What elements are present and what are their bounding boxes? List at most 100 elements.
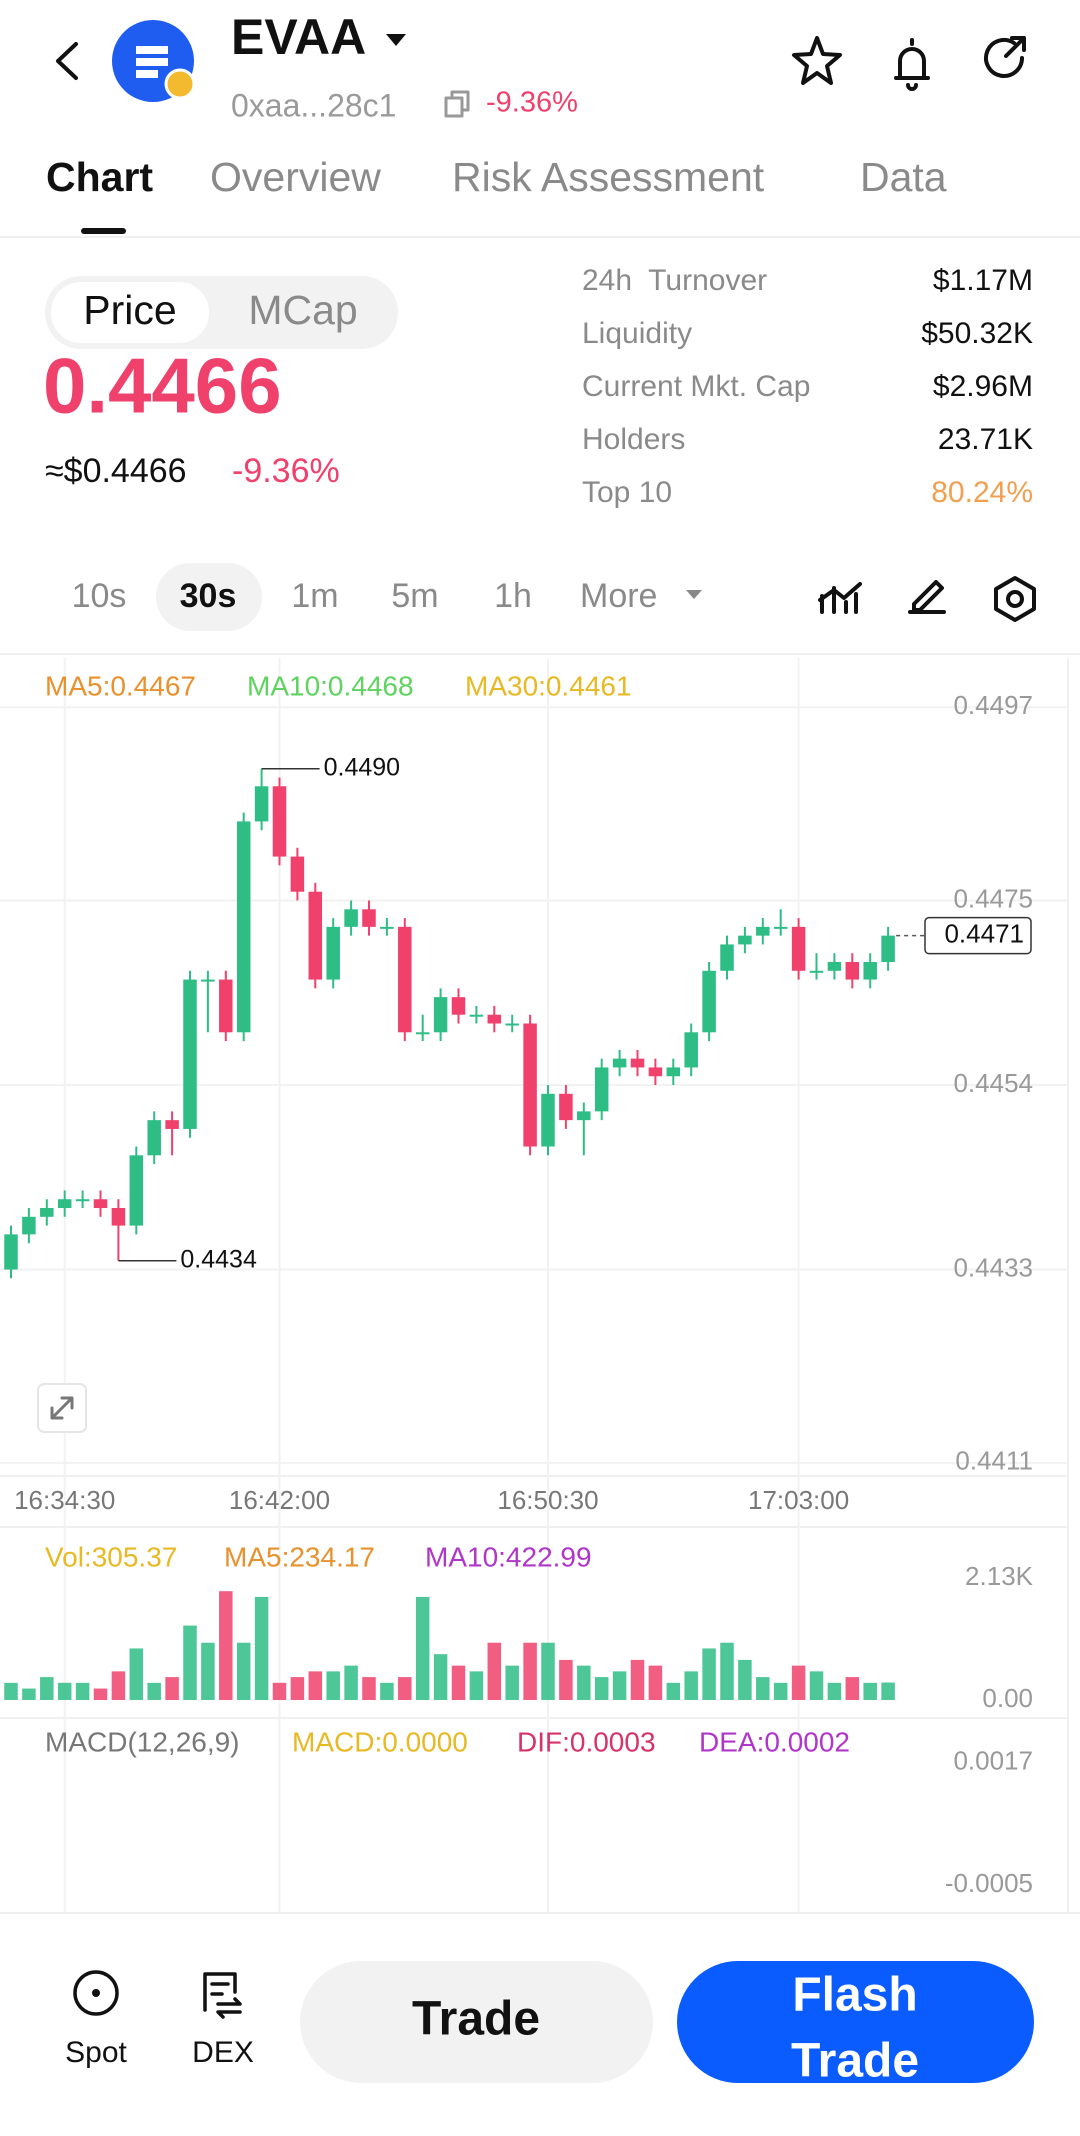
volume-bar [93,1688,108,1700]
candle-body [201,979,215,982]
candle-body [183,979,197,1129]
spot-label[interactable]: Spot [65,2036,127,2069]
flash-trade-label[interactable]: Trade [791,2035,919,2088]
flash-trade-label[interactable]: Flash [792,1969,917,2022]
candle-body [236,821,251,1033]
candle-body [165,1120,179,1129]
more-caret[interactable] [686,590,702,599]
favorite-button[interactable] [792,36,842,85]
interval[interactable]: 1m [291,577,338,615]
candle-body [666,1067,681,1077]
token-name: EVAA [231,9,366,65]
volume-bar [326,1671,340,1700]
candle-body [272,786,287,857]
expand-button[interactable] [37,1383,87,1433]
y-tick-label: 0.4497 [953,690,1033,720]
token-dropdown[interactable] [386,34,406,46]
copy-icon[interactable] [444,90,470,118]
trade-button[interactable] [300,1961,653,2083]
macd-label: DIF:0.0003 [517,1726,656,1757]
interval[interactable]: 5m [391,577,438,615]
volume-bar [344,1665,358,1700]
flash-trade-button[interactable] [677,1961,1034,2083]
volume-bar [75,1682,90,1700]
volume-bar [236,1642,251,1700]
volume-bar [791,1665,806,1700]
draw-button[interactable] [908,580,946,614]
volume-bar [666,1682,681,1700]
tab[interactable]: Overview [210,154,381,200]
candle-body [756,926,770,936]
stat-label: Holders [582,423,685,456]
volume-bar [362,1677,376,1700]
y-tick-label: 0.4433 [953,1252,1033,1282]
price-usd: ≈$0.4466 [45,452,187,490]
candle-body [648,1067,663,1077]
candle-body [809,970,824,973]
stat-value: $2.96M [933,370,1033,403]
candle-body [577,1111,591,1121]
tab[interactable]: Chart [46,154,153,200]
volume-bar [308,1671,323,1700]
candle-body [505,1023,519,1026]
volume-label: MA5:234.17 [224,1541,375,1572]
min-marker-label: 0.4434 [180,1245,257,1273]
back-button[interactable] [56,42,78,80]
candle-body [433,997,448,1033]
share-button[interactable] [984,36,1026,78]
volume-bar [594,1677,609,1700]
dex-label[interactable]: DEX [192,2036,254,2069]
candle-body [415,1032,430,1035]
volume-bar [827,1682,842,1700]
candle-body [487,1014,502,1024]
candle-body [380,926,394,929]
price-change: -9.36% [232,452,340,490]
settings-button[interactable] [994,576,1036,622]
spot-button[interactable] [73,1970,119,2016]
candle-body [720,944,734,971]
volume-bar [612,1671,627,1700]
macd-tick-label: 0.0017 [953,1746,1033,1776]
y-tick-label: 0.4454 [953,1068,1033,1098]
alert-button[interactable] [894,38,930,91]
volume-bar [201,1642,215,1700]
address: 0xaa...28c1 [231,87,396,123]
trade-label[interactable]: Trade [412,1993,540,2046]
interval[interactable]: 1h [494,577,532,615]
change: -9.36% [486,87,578,119]
stat-label: Top 10 [582,476,672,509]
interval[interactable]: 30s [180,577,237,615]
stat-value: $50.32K [921,317,1033,350]
volume-bar [451,1665,466,1700]
tab[interactable]: Data [860,154,947,200]
volume-bar [219,1591,233,1700]
candle-body [702,970,716,1033]
interval-pill [156,563,262,631]
volume-bar [415,1596,430,1700]
interval[interactable]: 10s [72,577,127,615]
toggle-option[interactable]: MCap [248,287,357,333]
interval[interactable]: More [580,577,657,615]
candle-body [362,909,376,927]
candle-body [773,926,788,929]
candle-body [93,1199,108,1209]
volume-bar [881,1682,895,1700]
y-tick-label: 0.4411 [955,1446,1033,1476]
candle-body [344,909,358,927]
last-price-box [924,916,1032,955]
x-tick-label: 16:50:30 [497,1485,598,1515]
volume-bar [129,1648,144,1700]
candle-body [881,935,895,963]
candle-body [308,891,323,980]
ma-label: MA5:0.4467 [45,670,196,701]
toggle-option[interactable]: Price [83,287,176,333]
candle-body [594,1067,609,1112]
volume-bar [505,1665,519,1700]
tab[interactable]: Risk Assessment [452,154,765,200]
volume-bar [845,1677,860,1700]
candle-body [559,1093,573,1121]
indicator-button[interactable] [818,582,862,614]
stat-value: $1.17M [933,264,1033,297]
volume-tick-label: 0.00 [982,1683,1033,1713]
dex-button[interactable] [203,1972,242,2019]
